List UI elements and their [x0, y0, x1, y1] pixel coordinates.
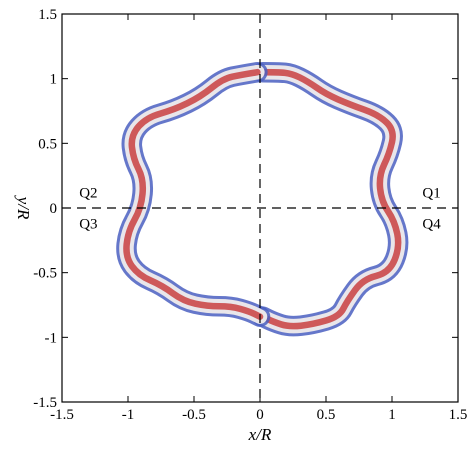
y-axis-label: y/R — [14, 195, 33, 220]
x-axis-label: x/R — [248, 425, 272, 444]
ring-left-half-inner — [123, 68, 264, 320]
x-tick-label: 1.5 — [449, 407, 468, 423]
x-tick-label: 1 — [388, 407, 396, 423]
y-tick-label: -1.5 — [33, 395, 57, 411]
x-tick-label: -1 — [122, 407, 135, 423]
x-tick-label: -1.5 — [50, 407, 74, 423]
y-tick-label: 1 — [50, 72, 58, 88]
quadrant-label-q3: Q3 — [79, 217, 97, 233]
ring-right-half-inner — [259, 68, 402, 330]
vortex-ring — [116, 61, 409, 337]
x-tick-label: -0.5 — [182, 407, 206, 423]
y-tick-label: -1 — [45, 330, 58, 346]
y-tick-label: 0.5 — [38, 136, 57, 152]
quadrant-label-q1: Q1 — [422, 185, 440, 201]
y-tick-label: 0 — [50, 201, 58, 217]
y-tick-label: -0.5 — [33, 266, 57, 282]
x-tick-label: 0 — [256, 407, 264, 423]
y-tick-label: 1.5 — [38, 7, 57, 23]
quadrant-label-q2: Q2 — [79, 185, 97, 201]
x-tick-label: 0.5 — [317, 407, 336, 423]
ring-right-half-mid — [255, 64, 406, 334]
quadrant-labels: Q1 Q4 Q2 Q3 — [79, 185, 441, 232]
reference-lines — [62, 14, 458, 402]
quadrant-label-q4: Q4 — [422, 217, 441, 233]
axis-ticks: -1.5 -1 -0.5 0 0.5 1 1.5 -1.5 -1 -0.5 0 0.5 1 1.5 — [33, 7, 467, 423]
